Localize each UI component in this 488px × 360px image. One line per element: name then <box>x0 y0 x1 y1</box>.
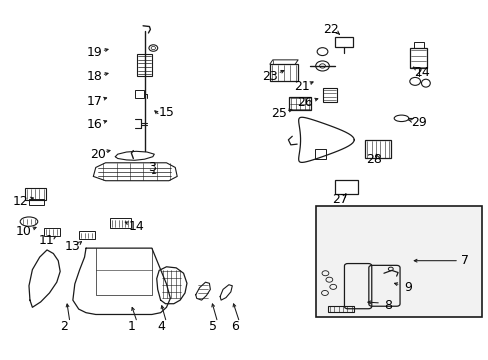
Text: 2: 2 <box>60 320 68 333</box>
Text: 26: 26 <box>297 96 313 109</box>
Text: 9: 9 <box>403 281 411 294</box>
Text: 5: 5 <box>208 320 216 333</box>
Bar <box>29 199 43 205</box>
Bar <box>334 37 352 47</box>
Text: 25: 25 <box>270 107 286 120</box>
Bar <box>328 306 353 312</box>
Bar <box>135 90 143 98</box>
Bar <box>137 54 152 76</box>
Bar <box>334 180 357 194</box>
Text: 15: 15 <box>158 106 174 119</box>
Text: 17: 17 <box>87 95 102 108</box>
Text: 10: 10 <box>16 225 32 238</box>
Text: 22: 22 <box>323 23 339 36</box>
Bar <box>43 228 60 235</box>
Bar <box>79 231 95 239</box>
Text: 1: 1 <box>127 320 135 333</box>
Text: 16: 16 <box>87 118 102 131</box>
Text: 27: 27 <box>331 193 347 206</box>
Text: 21: 21 <box>294 80 309 93</box>
Text: 6: 6 <box>230 320 238 333</box>
Text: 19: 19 <box>87 46 102 59</box>
Text: 7: 7 <box>460 254 468 267</box>
Bar <box>25 188 45 200</box>
Bar <box>315 149 325 159</box>
Text: 11: 11 <box>39 234 55 247</box>
Text: 3: 3 <box>147 161 156 174</box>
Text: 4: 4 <box>157 320 165 333</box>
Text: 14: 14 <box>128 220 144 233</box>
Bar <box>110 219 131 228</box>
Bar <box>322 88 336 102</box>
Text: 23: 23 <box>262 69 278 82</box>
Bar <box>413 42 424 48</box>
Bar <box>269 64 298 81</box>
Bar <box>289 97 311 111</box>
Text: 29: 29 <box>410 116 426 129</box>
Bar <box>316 206 481 317</box>
Text: 24: 24 <box>414 66 429 79</box>
Text: 12: 12 <box>12 195 28 208</box>
Text: 13: 13 <box>65 240 81 253</box>
Text: 18: 18 <box>87 70 102 83</box>
Text: 28: 28 <box>365 153 381 166</box>
Text: 20: 20 <box>90 148 106 161</box>
Bar <box>409 48 427 68</box>
Text: 8: 8 <box>384 299 391 312</box>
Bar <box>365 140 390 158</box>
